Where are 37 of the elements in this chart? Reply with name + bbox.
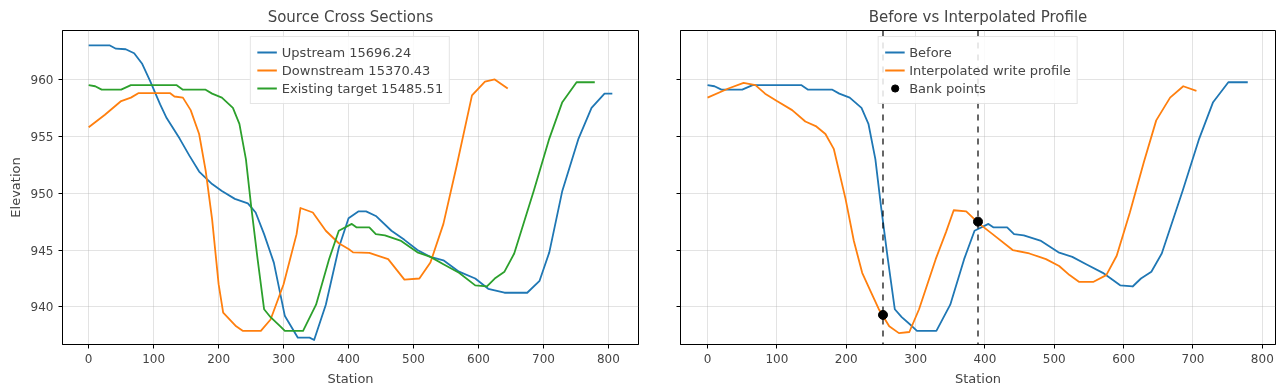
x-tick-label: 200 [207, 351, 231, 366]
x-tick-label: 800 [1250, 351, 1274, 366]
x-tick-label: 500 [402, 351, 425, 366]
x-tick-label: 300 [904, 351, 928, 366]
y-tick-label: 950 [30, 186, 54, 201]
x-tick-label: 700 [532, 351, 555, 366]
line-series [87, 81, 596, 332]
x-axis-title: Station [954, 370, 1002, 386]
x-tick-label: 0 [703, 351, 712, 366]
x-tick-label: 100 [765, 351, 789, 366]
legend-label: Downstream 15370.43 [281, 61, 431, 79]
legend-label: Upstream 15696.24 [281, 43, 412, 61]
x-tick-label: 300 [272, 351, 296, 366]
x-tick-label: 400 [973, 351, 997, 366]
x-tick-label: 100 [142, 351, 166, 366]
y-axis-title: Elevation [7, 157, 23, 218]
y-tick-label: 945 [30, 243, 54, 258]
y-tick-label: 940 [30, 300, 54, 315]
chart-title: Source Cross Sections [267, 7, 434, 26]
x-tick-label: 600 [1112, 351, 1136, 366]
legend-label: Interpolated write profile [909, 61, 1071, 79]
y-tick-label: 960 [30, 72, 54, 87]
x-tick-label: 500 [1042, 351, 1066, 366]
chart-title: Before vs Interpolated Profile [868, 7, 1088, 26]
x-tick-label: 200 [834, 351, 858, 366]
legend-label: Existing target 15485.51 [281, 79, 444, 97]
x-tick-label: 400 [337, 351, 361, 366]
x-tick-label: 800 [596, 351, 620, 366]
x-tick-label: 600 [467, 351, 490, 366]
legend-label: Before [909, 43, 952, 61]
legend-label: Bank points [909, 79, 986, 97]
line-series [87, 44, 614, 341]
x-tick-label: 700 [1181, 351, 1205, 366]
y-tick-label: 955 [30, 129, 54, 144]
line-series [87, 78, 509, 332]
x-tick-label: 0 [84, 351, 93, 366]
x-axis-title: Station [327, 370, 374, 386]
